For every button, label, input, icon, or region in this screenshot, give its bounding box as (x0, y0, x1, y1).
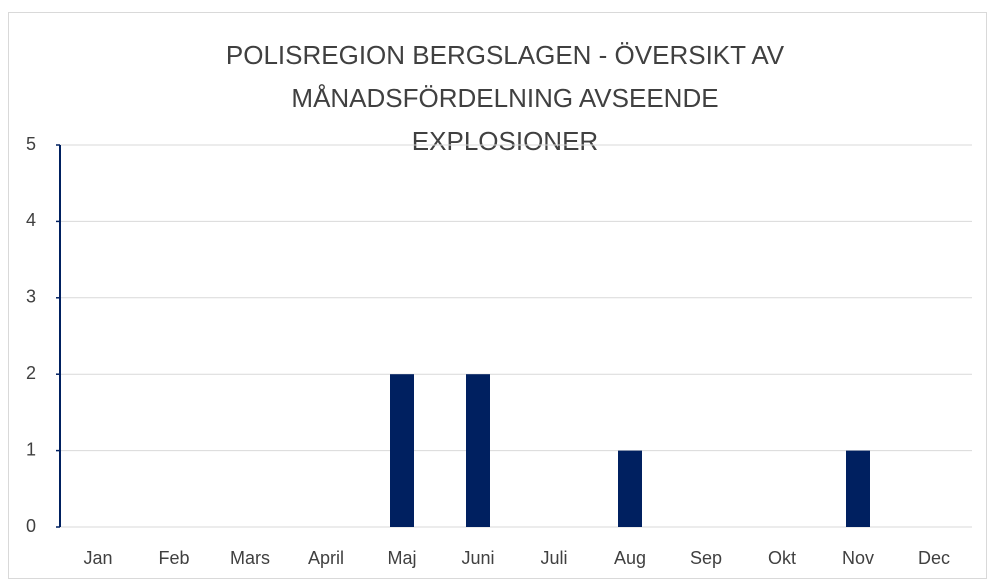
x-tick-label: Mars (230, 548, 270, 568)
x-tick-label: Nov (842, 548, 874, 568)
x-tick-label: Jan (83, 548, 112, 568)
x-tick-label: Maj (387, 548, 416, 568)
bar (390, 374, 414, 527)
bar (846, 450, 870, 527)
chart-frame (8, 12, 987, 579)
y-tick-label: 5 (26, 134, 36, 154)
x-tick-label: Okt (768, 548, 796, 568)
y-tick-label: 4 (26, 210, 36, 230)
y-tick-label: 3 (26, 287, 36, 307)
x-tick-label: Feb (158, 548, 189, 568)
y-tick-label: 1 (26, 439, 36, 459)
x-tick-label: Sep (690, 548, 722, 568)
chart-title: POLISREGION BERGSLAGEN - ÖVERSIKT AV MÅN… (225, 40, 785, 156)
x-tick-label: Aug (614, 548, 646, 568)
bar (618, 450, 642, 527)
x-tick-label: April (308, 548, 344, 568)
bar (466, 374, 490, 527)
x-tick-label: Dec (918, 548, 950, 568)
y-tick-label: 0 (26, 516, 36, 536)
x-tick-label: Juni (461, 548, 494, 568)
x-tick-label: Juli (540, 548, 567, 568)
y-tick-label: 2 (26, 363, 36, 383)
